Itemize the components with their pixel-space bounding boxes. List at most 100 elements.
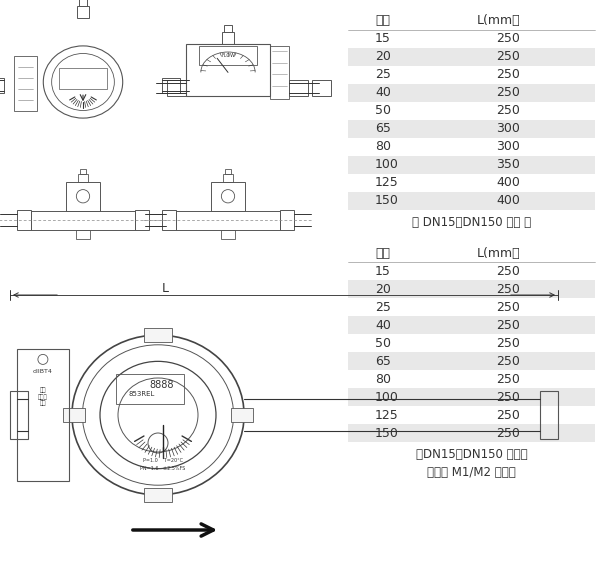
Text: 40: 40	[375, 87, 391, 99]
Bar	[163, 78, 179, 93]
Bar	[289, 80, 308, 96]
Text: 80: 80	[375, 141, 391, 153]
Bar	[135, 210, 149, 230]
Text: L: L	[161, 282, 169, 296]
Bar	[79, 0, 87, 6]
Bar	[348, 352, 595, 370]
Bar	[144, 487, 172, 502]
Text: 853REL: 853REL	[129, 391, 155, 397]
Text: 20: 20	[375, 51, 391, 64]
Text: PN=1.6   ±2.5%FS: PN=1.6 ±2.5%FS	[140, 466, 185, 471]
Bar	[225, 169, 231, 174]
Bar	[77, 6, 89, 18]
Text: 流量
累积量
单位: 流量 累积量 单位	[38, 387, 48, 406]
Bar	[540, 391, 558, 439]
Bar	[80, 169, 86, 174]
Text: 15: 15	[375, 33, 391, 45]
Bar	[64, 408, 85, 422]
Bar	[14, 56, 37, 111]
Bar	[348, 424, 595, 442]
Bar	[348, 48, 595, 66]
Text: 20: 20	[375, 283, 391, 296]
Bar	[223, 174, 233, 182]
Bar	[59, 68, 107, 89]
Text: 50: 50	[375, 337, 391, 350]
Bar	[270, 46, 289, 99]
Bar	[167, 80, 186, 96]
Text: 250: 250	[496, 409, 520, 422]
Text: 250: 250	[496, 355, 520, 368]
Bar	[176, 211, 280, 230]
Text: （可选 M1/M2 表头）: （可选 M1/M2 表头）	[427, 466, 516, 479]
Text: 口径: 口径	[375, 247, 390, 259]
Text: 250: 250	[496, 391, 520, 404]
Bar	[280, 210, 293, 230]
Text: 250: 250	[496, 337, 520, 350]
Text: 250: 250	[496, 51, 520, 64]
Text: 250: 250	[496, 87, 520, 99]
Text: L(mm）: L(mm）	[476, 247, 520, 259]
Bar	[311, 80, 331, 96]
Bar	[348, 280, 595, 298]
Bar	[211, 182, 245, 211]
Text: L(mm）: L(mm）	[476, 14, 520, 28]
Text: 125: 125	[375, 176, 399, 189]
Text: 口径: 口径	[375, 14, 390, 28]
Text: 300: 300	[496, 122, 520, 135]
Text: 8888: 8888	[150, 380, 174, 390]
Text: 250: 250	[496, 68, 520, 82]
Bar	[348, 84, 595, 102]
Bar	[66, 182, 100, 211]
Text: 125: 125	[375, 409, 399, 422]
Text: 65: 65	[375, 355, 391, 368]
Bar	[144, 328, 172, 343]
Text: 40: 40	[375, 319, 391, 332]
Bar	[221, 230, 235, 239]
Text: 250: 250	[496, 301, 520, 314]
Bar	[348, 388, 595, 406]
Text: 250: 250	[496, 373, 520, 386]
Text: 350: 350	[496, 158, 520, 172]
Bar	[348, 192, 595, 210]
Text: 300: 300	[496, 141, 520, 153]
Bar	[116, 374, 184, 404]
Bar	[199, 46, 257, 64]
Bar	[10, 391, 28, 439]
Bar	[163, 210, 176, 230]
Text: 250: 250	[496, 426, 520, 440]
Text: 100: 100	[375, 158, 399, 172]
Bar	[78, 174, 88, 182]
Bar	[76, 230, 89, 239]
Text: 250: 250	[496, 265, 520, 278]
Text: 400: 400	[496, 195, 520, 207]
Text: 80: 80	[375, 373, 391, 386]
Text: 150: 150	[375, 195, 399, 207]
Bar	[31, 211, 135, 230]
Text: （ DN15～DN150 气体 ）: （ DN15～DN150 气体 ）	[412, 216, 531, 229]
Text: 25: 25	[375, 68, 391, 82]
Bar	[348, 120, 595, 138]
Text: dIIBT4: dIIBT4	[33, 369, 53, 374]
Text: 50: 50	[375, 104, 391, 118]
Text: 150: 150	[375, 426, 399, 440]
Text: 65: 65	[375, 122, 391, 135]
Bar	[186, 44, 270, 96]
Text: P=1.0    T=20°C: P=1.0 T=20°C	[143, 457, 183, 463]
Text: 100: 100	[375, 391, 399, 404]
Bar	[224, 25, 232, 32]
Text: 25: 25	[375, 301, 391, 314]
Text: 250: 250	[496, 104, 520, 118]
Text: 250: 250	[496, 319, 520, 332]
Text: 250: 250	[496, 283, 520, 296]
Text: 15: 15	[375, 265, 391, 278]
Text: 400: 400	[496, 176, 520, 189]
Text: 250: 250	[496, 33, 520, 45]
Bar	[348, 156, 595, 174]
Text: FLOW: FLOW	[221, 53, 235, 57]
Bar	[17, 210, 31, 230]
Bar	[0, 78, 4, 93]
Bar	[223, 32, 234, 44]
Text: （DN15～DN150 液体）: （DN15～DN150 液体）	[416, 448, 527, 461]
Bar	[17, 350, 69, 480]
Bar	[230, 408, 253, 422]
